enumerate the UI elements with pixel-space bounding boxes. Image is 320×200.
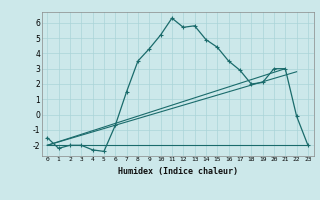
X-axis label: Humidex (Indice chaleur): Humidex (Indice chaleur) <box>118 167 237 176</box>
